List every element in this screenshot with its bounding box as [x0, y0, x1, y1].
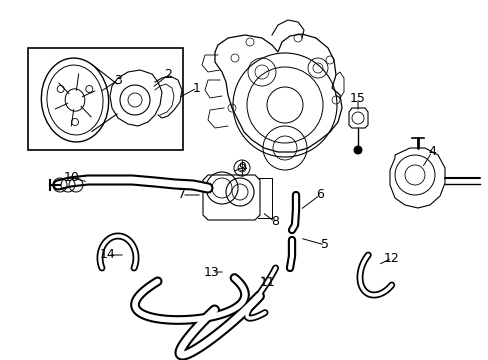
Circle shape [353, 146, 361, 154]
Text: 4: 4 [427, 145, 435, 158]
Ellipse shape [65, 89, 84, 111]
Bar [28, 48, 183, 150]
Text: 15: 15 [349, 91, 365, 104]
Ellipse shape [47, 65, 103, 135]
Text: 6: 6 [315, 189, 323, 202]
Polygon shape [389, 148, 444, 208]
Text: 13: 13 [203, 265, 220, 279]
Text: 2: 2 [164, 68, 172, 81]
Text: 11: 11 [260, 275, 275, 288]
Text: 3: 3 [114, 73, 122, 86]
Polygon shape [203, 175, 260, 220]
Polygon shape [348, 108, 367, 128]
Text: 7: 7 [178, 189, 185, 202]
Text: 1: 1 [193, 81, 201, 94]
Text: 12: 12 [384, 252, 399, 265]
Text: 10: 10 [64, 171, 80, 184]
Polygon shape [110, 70, 162, 126]
Text: 8: 8 [270, 216, 279, 229]
Ellipse shape [41, 58, 108, 142]
Text: 9: 9 [238, 162, 245, 175]
Polygon shape [215, 34, 341, 152]
Text: 5: 5 [320, 238, 328, 252]
Text: 14: 14 [100, 248, 116, 261]
